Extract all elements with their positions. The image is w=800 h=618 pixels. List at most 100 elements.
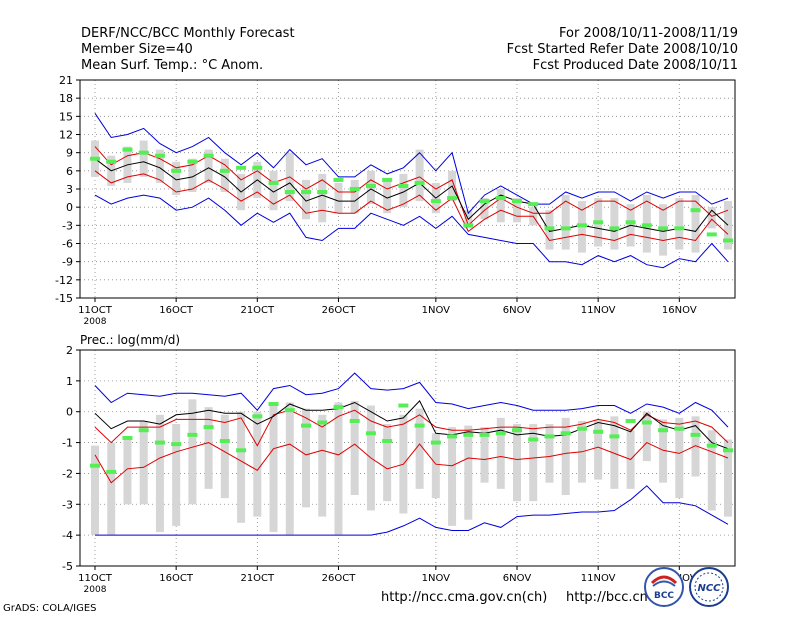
- observed-marker: [593, 220, 604, 225]
- x-tick-label: 21OCT: [240, 573, 275, 584]
- spread-bar: [399, 173, 408, 208]
- median-line: [94, 400, 729, 450]
- spread-bar: [188, 399, 197, 505]
- spread-bar: [139, 420, 148, 505]
- y-tick-label: 15: [59, 110, 73, 123]
- observed-marker: [317, 420, 328, 425]
- spread-bar: [448, 427, 457, 526]
- observed-marker: [106, 469, 117, 474]
- x-year-label: 2008: [84, 317, 107, 327]
- observed-marker: [398, 403, 409, 408]
- observed-marker: [236, 448, 247, 453]
- observed-marker: [658, 226, 669, 231]
- x-tick-label: 26OCT: [322, 305, 357, 316]
- spread-bar: [561, 195, 570, 250]
- y-tick-label: 6: [66, 165, 73, 178]
- min-line: [95, 485, 729, 536]
- spread-bar: [188, 158, 197, 193]
- y-tick-label: -15: [55, 292, 73, 305]
- ncc-url-link[interactable]: http://ncc.cma.gov.cn(ch): [381, 590, 548, 605]
- y-tick-label: 1: [66, 375, 73, 388]
- observed-marker: [252, 165, 263, 170]
- spread-bar: [529, 424, 538, 502]
- y-tick-label: -3: [62, 219, 73, 232]
- observed-marker: [301, 423, 311, 428]
- y-tick-label: -1: [62, 437, 73, 450]
- forecast-produced-date: Fcst Produced Date 2008/10/11: [532, 58, 738, 73]
- spread-bar: [285, 402, 294, 536]
- max-line: [94, 113, 729, 215]
- observed-marker: [219, 439, 230, 444]
- max-line: [94, 372, 729, 428]
- spread-bar: [496, 189, 505, 223]
- observed-marker: [382, 439, 393, 444]
- spread-bar: [480, 427, 489, 483]
- spread-bar: [155, 414, 164, 533]
- observed-marker: [333, 177, 344, 182]
- observed-marker: [447, 434, 458, 439]
- spread-bar: [139, 140, 148, 177]
- bcc-logo: BCC: [643, 566, 685, 608]
- y-tick-label: -4: [62, 529, 73, 542]
- observed-marker: [690, 208, 701, 213]
- observed-marker: [560, 431, 571, 436]
- observed-marker: [284, 190, 295, 195]
- spread-bar: [204, 149, 213, 183]
- forecast-period: For 2008/10/11-2008/11/19: [559, 26, 738, 41]
- spread-bar: [350, 400, 359, 496]
- observed-marker: [576, 223, 587, 228]
- observed-marker: [171, 168, 182, 173]
- observed-marker: [138, 150, 149, 155]
- y-tick-label: 2: [66, 344, 73, 357]
- observed-marker: [268, 402, 279, 406]
- spread-bar: [172, 424, 181, 526]
- spread-bar: [724, 201, 732, 250]
- spread-bar: [707, 207, 716, 229]
- observed-marker: [122, 147, 133, 152]
- spread-bar: [269, 170, 278, 211]
- observed-marker: [349, 418, 360, 423]
- y-tick-label: -3: [62, 498, 73, 511]
- observed-marker: [317, 190, 328, 195]
- bcc-url-link[interactable]: http://bcc.cma.gov.cn(en): [566, 590, 648, 605]
- spread-bar: [253, 411, 262, 517]
- x-year-label: 2008: [84, 585, 107, 595]
- observed-marker: [447, 196, 458, 201]
- observed-marker: [333, 405, 344, 410]
- spread-bar: [610, 416, 619, 489]
- spread-bar: [545, 424, 554, 483]
- median-line: [94, 158, 729, 232]
- observed-marker: [495, 431, 506, 436]
- observed-marker: [414, 423, 425, 428]
- y-tick-label: 21: [59, 74, 73, 87]
- panel-title: Prec.: log(mm/d): [80, 333, 180, 347]
- spread-bar: [383, 179, 392, 214]
- y-tick-label: -12: [55, 274, 73, 287]
- min-line: [94, 194, 729, 269]
- observed-marker: [658, 428, 669, 433]
- spread-bar: [220, 158, 229, 193]
- observed-marker: [706, 232, 717, 237]
- observed-marker: [382, 177, 393, 182]
- forecast-start-date: Fcst Started Refer Date 2008/10/10: [506, 42, 738, 57]
- y-tick-label: 9: [66, 147, 73, 160]
- observed-marker: [203, 153, 214, 158]
- x-tick-label: 26OCT: [322, 573, 357, 584]
- chart-panel-1: -15 -12 -9 -6 -3 0 3 6 9 12 15 18 21 11OCT 16OCT 21OCT 2…: [55, 74, 736, 327]
- y-tick-label: 3: [66, 183, 73, 196]
- upper-quantile-line: [94, 409, 729, 447]
- observed-marker: [723, 448, 733, 453]
- observed-marker: [349, 187, 360, 191]
- ncc-logo-text: NCC: [697, 583, 721, 594]
- spread-bar: [675, 198, 684, 250]
- spread-bar: [610, 198, 619, 250]
- y-tick-label: -9: [62, 256, 73, 269]
- spread-bar: [675, 417, 684, 499]
- observed-marker: [641, 223, 652, 228]
- observed-marker: [430, 440, 441, 445]
- observed-marker: [674, 426, 685, 431]
- spread-bar: [172, 161, 181, 196]
- spread-bar: [107, 442, 116, 536]
- observed-marker: [625, 418, 636, 423]
- spread-bar: [123, 439, 132, 505]
